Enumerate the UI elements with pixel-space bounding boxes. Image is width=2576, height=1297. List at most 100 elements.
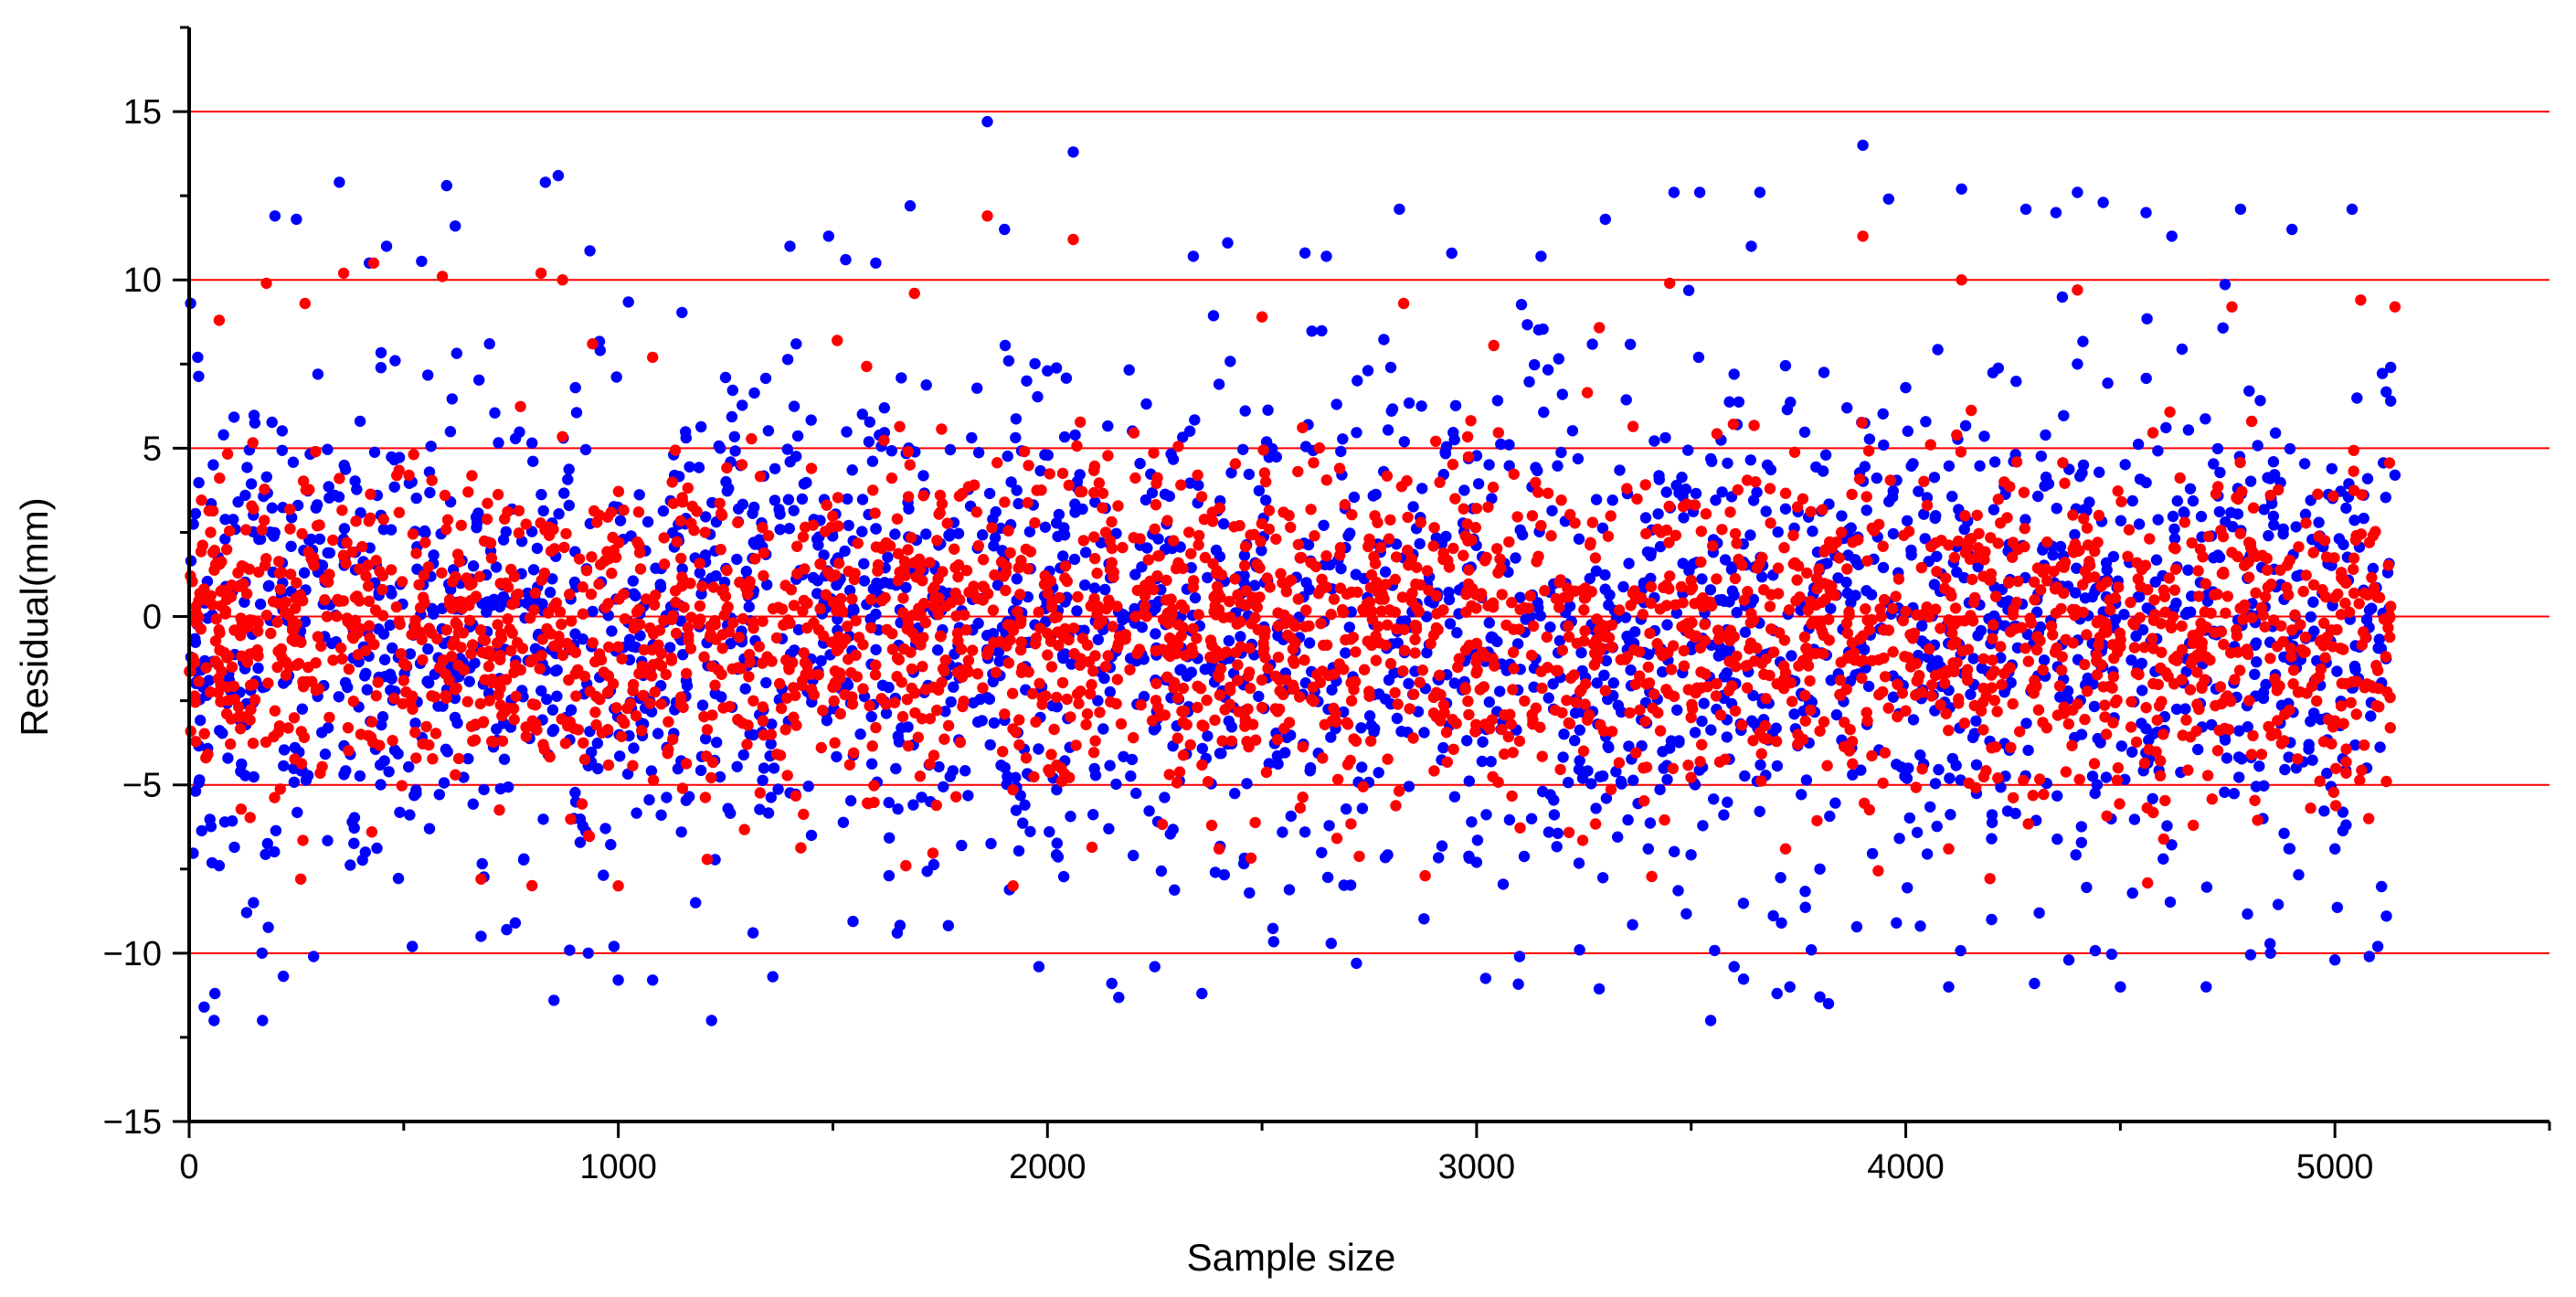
point <box>1711 428 1723 440</box>
point <box>1556 388 1569 400</box>
point <box>1901 515 1913 526</box>
point <box>1436 840 1448 852</box>
point <box>1512 978 1524 990</box>
point <box>1431 608 1443 620</box>
point <box>218 816 231 828</box>
point <box>1322 669 1335 682</box>
point <box>509 917 522 929</box>
point <box>2078 504 2091 516</box>
point <box>235 803 248 815</box>
point <box>1228 521 1240 533</box>
point <box>327 654 339 666</box>
point <box>2101 810 2113 822</box>
point <box>1486 714 1499 726</box>
point <box>2125 696 2137 707</box>
point <box>693 462 705 473</box>
point <box>1187 250 1200 262</box>
point <box>1805 505 1817 517</box>
point <box>2242 571 2255 583</box>
point <box>1995 781 2007 793</box>
point <box>1447 743 1459 755</box>
point <box>1955 944 1966 957</box>
point <box>2093 639 2104 652</box>
point <box>1320 581 1332 593</box>
point <box>1545 530 1557 542</box>
point <box>1640 527 1652 540</box>
point <box>1184 739 1196 751</box>
point <box>630 709 642 722</box>
point <box>2140 372 2152 385</box>
point <box>690 897 702 909</box>
point <box>2308 625 2320 637</box>
point <box>844 794 857 807</box>
point <box>1511 638 1524 650</box>
point <box>864 700 875 712</box>
point <box>608 941 620 952</box>
point <box>739 683 751 695</box>
point <box>1665 664 1678 675</box>
point <box>1011 484 1023 496</box>
point <box>384 619 396 632</box>
point <box>2184 483 2197 494</box>
point <box>297 835 309 846</box>
point <box>1546 505 1558 516</box>
point <box>1150 499 1162 511</box>
point <box>936 676 948 688</box>
point <box>928 858 940 871</box>
point <box>1661 773 1673 786</box>
point <box>1784 981 1796 993</box>
point <box>694 764 707 777</box>
point <box>1779 487 1792 499</box>
point <box>2070 849 2082 861</box>
point <box>719 371 732 384</box>
point <box>1308 457 1320 469</box>
point <box>2219 722 2231 735</box>
point <box>2261 564 2274 576</box>
point <box>429 728 442 739</box>
point <box>2340 767 2352 779</box>
point <box>2163 572 2175 584</box>
point <box>400 660 412 672</box>
point <box>927 847 939 859</box>
point <box>322 443 334 455</box>
point <box>547 724 560 736</box>
point <box>2074 471 2086 483</box>
point <box>1443 593 1456 606</box>
point <box>904 459 916 471</box>
point <box>392 872 405 885</box>
point <box>1599 569 1611 581</box>
point <box>1569 585 1581 597</box>
point <box>1382 849 1394 861</box>
point <box>1844 724 1856 736</box>
point <box>403 760 415 773</box>
point <box>1303 637 1316 649</box>
point <box>1427 629 1440 641</box>
point <box>972 539 985 552</box>
point <box>1447 427 1459 439</box>
point <box>2385 361 2397 374</box>
point <box>1100 602 1112 615</box>
point <box>377 514 389 526</box>
point <box>465 720 478 732</box>
point <box>1177 682 1190 695</box>
point <box>1213 378 1225 390</box>
point <box>467 560 480 572</box>
point <box>265 627 277 640</box>
point <box>2287 678 2299 690</box>
point <box>2060 633 2072 645</box>
point <box>636 725 648 737</box>
point <box>997 746 1009 758</box>
point <box>200 751 212 764</box>
point <box>1946 490 1958 503</box>
point <box>1690 686 1701 699</box>
point <box>700 511 712 523</box>
point <box>527 564 540 576</box>
point <box>2389 469 2401 481</box>
point <box>2073 773 2085 785</box>
point <box>1140 398 1152 410</box>
point <box>1449 399 1462 411</box>
point <box>2231 492 2242 504</box>
point <box>556 618 567 631</box>
point <box>240 907 253 919</box>
point <box>1207 310 1220 322</box>
